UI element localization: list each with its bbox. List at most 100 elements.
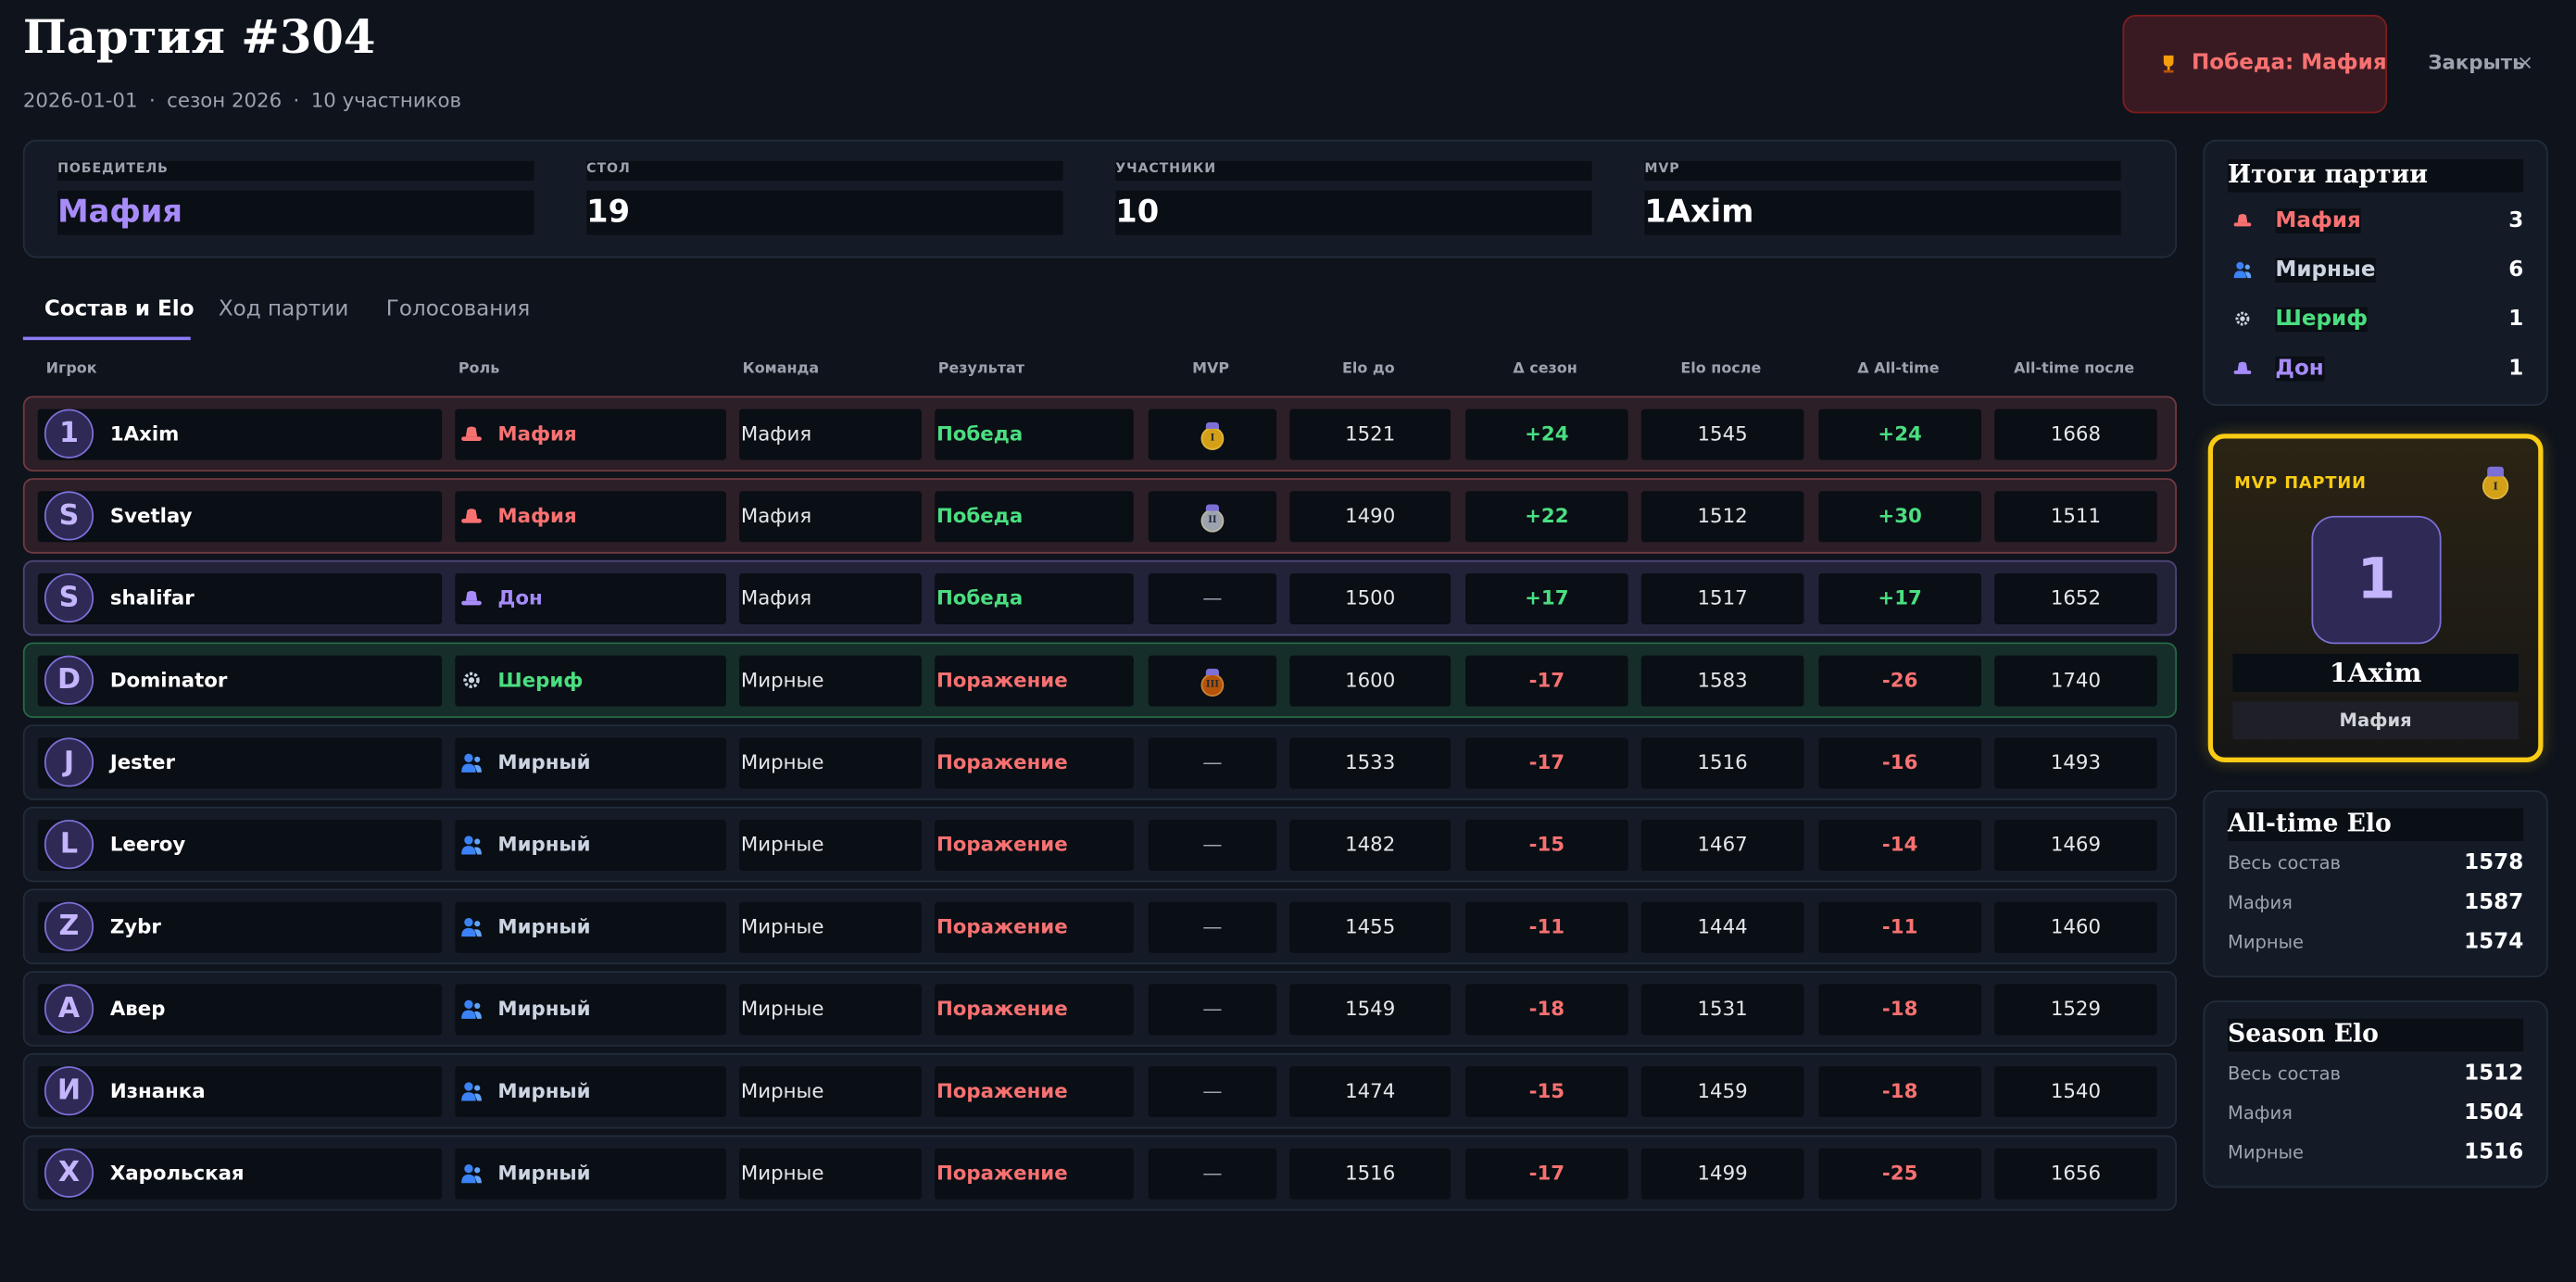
page-title: Партия #304 xyxy=(22,9,376,65)
tab[interactable]: Состав и Elo xyxy=(44,297,195,322)
role-name: Дон xyxy=(497,586,543,610)
elo-cell: 1467 xyxy=(1640,820,1804,872)
summary-name: Мафия xyxy=(2275,208,2361,233)
team-cell: Мирные xyxy=(739,737,922,789)
elo-value: 1600 xyxy=(1345,668,1396,692)
elo-delta: -11 xyxy=(1528,914,1565,938)
medal-ribbon xyxy=(1205,667,1220,676)
tab[interactable]: Голосования xyxy=(385,297,531,322)
column-header: Результат xyxy=(937,361,1025,378)
column-header: Команда xyxy=(742,361,820,378)
team-name: Мафия xyxy=(740,586,812,610)
elo-delta: -16 xyxy=(1881,750,1918,774)
column-header: Δ сезон xyxy=(1513,361,1577,378)
elo-delta: +17 xyxy=(1878,586,1922,610)
role-icon xyxy=(461,590,482,606)
elo-delta: +17 xyxy=(1525,586,1569,610)
role-name: Мафия xyxy=(497,504,577,528)
player-name: shalifar xyxy=(109,586,195,610)
elo-value: 1516 xyxy=(1345,1161,1396,1185)
elo-cell: +24 xyxy=(1465,408,1628,460)
elo-cell: -14 xyxy=(1818,820,1981,872)
team-cell: Мирные xyxy=(739,820,922,872)
elo-cell: 1583 xyxy=(1640,655,1804,707)
stat-value: Мафия xyxy=(57,190,534,235)
elo-value: 1533 xyxy=(1345,750,1396,774)
player-cell: J Jester xyxy=(37,737,443,789)
elo-cell: 1531 xyxy=(1640,984,1804,1036)
table-row: Z Zybr Мирный Мирные Поражение — 1455 -11 1444 -1… xyxy=(22,888,2178,965)
medal: I xyxy=(1200,427,1225,450)
player-name: Jester xyxy=(109,750,175,774)
elo-cell: 1516 xyxy=(1289,1148,1451,1200)
elo-cell: 1740 xyxy=(1994,655,2157,707)
team-cell: Мирные xyxy=(739,655,922,707)
avatar: Х xyxy=(44,1148,94,1198)
medal-ribbon xyxy=(1205,421,1220,430)
player-cell: Z Zybr xyxy=(37,901,443,953)
summary-name: Шериф xyxy=(2275,307,2369,333)
elo-delta: -18 xyxy=(1881,1079,1918,1103)
result: Поражение xyxy=(936,1161,1068,1185)
elo-cell: 1460 xyxy=(1994,901,2157,953)
elo-cell: 1533 xyxy=(1289,737,1451,789)
stat-value: 19 xyxy=(586,190,1063,235)
elo-delta: -17 xyxy=(1528,750,1565,774)
elo-cell: -17 xyxy=(1465,1148,1628,1200)
elo-value: 1490 xyxy=(1345,504,1396,528)
team-cell: Мирные xyxy=(739,1148,922,1200)
tab[interactable]: Ход партии xyxy=(218,297,349,322)
role-name: Мирный xyxy=(497,1079,591,1103)
role-icon xyxy=(2233,261,2252,279)
summary-count: 1 xyxy=(2508,356,2524,382)
elo-value: 1545 xyxy=(1697,421,1748,446)
medal: III xyxy=(1200,673,1225,698)
elo-cell: 1656 xyxy=(1994,1148,2157,1200)
mvp-cell: — xyxy=(1148,737,1277,789)
team-name: Мирные xyxy=(740,914,824,938)
role-icon xyxy=(461,1164,482,1184)
close-icon[interactable]: × xyxy=(2517,50,2534,74)
summary-count: 1 xyxy=(2508,307,2524,333)
elo-value: 1656 xyxy=(2050,1161,2102,1185)
elo-delta: +24 xyxy=(1878,421,1922,446)
elo-cell: -16 xyxy=(1818,737,1981,789)
result-cell: Поражение xyxy=(935,737,1134,789)
mvp-none: — xyxy=(1202,833,1223,857)
elo-value: 1517 xyxy=(1697,586,1748,610)
mvp-card: MVP ПАРТИИ I 1 1Axim Мафия xyxy=(2207,434,2544,762)
column-header: Δ All-time xyxy=(1857,361,1940,378)
result-cell: Победа xyxy=(935,572,1134,624)
elo-value: 1540 xyxy=(2050,1079,2102,1103)
close-button[interactable]: Закрыть xyxy=(2428,50,2525,74)
elo-panel: All-time Elo Весь состав 1578 Мафия 1587 Мирн… xyxy=(2203,790,2548,978)
elo-panel-title: All-time Elo xyxy=(2228,808,2524,842)
elo-cell: 1499 xyxy=(1640,1148,1804,1200)
elo-cell: 1529 xyxy=(1994,984,2157,1036)
role-name: Шериф xyxy=(497,668,584,692)
elo-panel-value: 1512 xyxy=(2464,1061,2524,1087)
role-name: Мирный xyxy=(497,914,591,938)
result: Поражение xyxy=(936,997,1068,1021)
player-cell: L Leeroy xyxy=(37,820,443,872)
elo-cell: +22 xyxy=(1465,491,1628,543)
avatar: 1 xyxy=(44,408,94,459)
elo-cell: -11 xyxy=(1465,901,1628,953)
elo-cell: 1521 xyxy=(1289,408,1451,460)
table-row: 1 1Axim Мафия Мафия Победа I 1521 +24 1545 +24 166… xyxy=(22,396,2178,472)
elo-value: 1652 xyxy=(2050,586,2102,610)
player-cell: S Svetlay xyxy=(37,491,443,543)
elo-panel-value: 1587 xyxy=(2464,890,2524,915)
elo-value: 1455 xyxy=(1345,914,1396,938)
mvp-none: — xyxy=(1202,586,1223,610)
result-cell: Победа xyxy=(935,408,1134,460)
mvp-avatar: 1 xyxy=(2311,515,2442,645)
role-cell: Мирный xyxy=(455,737,726,789)
summary-name: Мирные xyxy=(2275,258,2376,283)
role-cell: Мирный xyxy=(455,984,726,1036)
player-name: Dominator xyxy=(109,668,228,692)
avatar: Z xyxy=(44,901,94,951)
team-cell: Мирные xyxy=(739,1066,922,1118)
mvp-none: — xyxy=(1202,997,1223,1021)
